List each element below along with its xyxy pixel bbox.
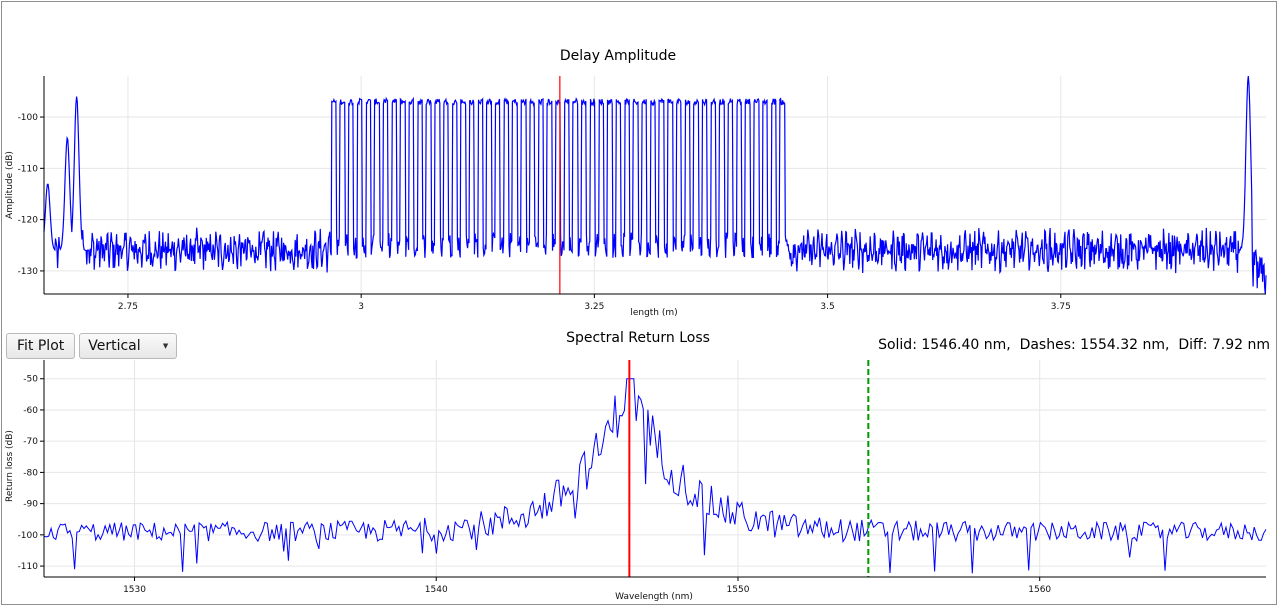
grid [44, 360, 1266, 577]
x-tick-label: 3.75 [1051, 302, 1071, 312]
chevron-down-icon: ▼ [162, 342, 169, 350]
y-tick-label: -90 [23, 500, 38, 510]
y-axis-label: Amplitude (dB) [5, 151, 15, 219]
y-tick-label: -60 [23, 406, 38, 416]
axes: 2.75 3 3.25 3.5 3.75 -130 -120 -110 -100 [18, 76, 1266, 312]
data-trace [43, 378, 1267, 574]
delay-amplitude-chart[interactable]: Delay Amplitude 2.75 3 3.25 3.5 3.75 -130 -120… [0, 0, 1280, 320]
y-tick-label: -110 [18, 562, 39, 572]
marker-readout: Solid: 1546.40 nm, Dashes: 1554.32 nm, D… [878, 337, 1270, 353]
spectral-return-loss-chart[interactable]: Spectral Return Loss 1530 1540 1550 1560 -11… [0, 320, 1280, 608]
x-axis-label: length (m) [630, 308, 677, 318]
x-tick-label: 2.75 [118, 302, 138, 312]
chart-title: Spectral Return Loss [566, 330, 710, 346]
chart-title: Delay Amplitude [560, 48, 676, 64]
x-tick-label: 1540 [425, 585, 448, 595]
y-tick-label: -130 [18, 267, 39, 277]
y-tick-label: -70 [23, 437, 38, 447]
x-tick-label: 1560 [1028, 585, 1051, 595]
fit-plot-button[interactable]: Fit Plot [6, 333, 76, 359]
x-tick-label: 1550 [727, 585, 750, 595]
plot-toolbar: Fit Plot Vertical ▼ [6, 333, 178, 359]
marker-lines[interactable] [628, 360, 870, 577]
x-tick-label: 3.5 [820, 302, 834, 312]
y-tick-label: -50 [23, 375, 38, 385]
x-tick-label: 3.25 [584, 302, 604, 312]
return-loss-series-line [43, 378, 1267, 574]
y-tick-label: -100 [18, 531, 39, 541]
x-tick-label: 3 [358, 302, 364, 312]
y-axis-label: Return loss (dB) [5, 430, 15, 502]
y-tick-label: -120 [18, 216, 39, 226]
y-tick-label: -110 [18, 164, 39, 174]
y-tick-label: -80 [23, 468, 38, 478]
amplitude-series-line [43, 76, 1267, 295]
orientation-select-value: Vertical [88, 338, 141, 354]
axes: 1530 1540 1550 1560 -110 -100 -90 -80 -70 -60 -50 [18, 360, 1266, 595]
x-axis-label: Wavelength (nm) [615, 592, 693, 602]
orientation-select[interactable]: Vertical ▼ [79, 333, 178, 359]
y-tick-label: -100 [18, 113, 39, 123]
data-trace [43, 76, 1267, 295]
x-tick-label: 1530 [123, 585, 146, 595]
